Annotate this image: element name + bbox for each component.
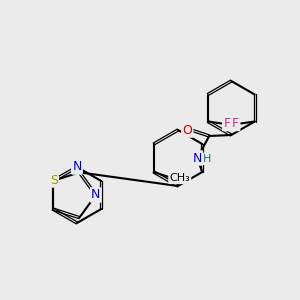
Text: N: N (193, 152, 202, 164)
Text: F: F (232, 117, 239, 130)
Text: N: N (91, 188, 101, 202)
Text: S: S (50, 173, 58, 187)
Text: CH₃: CH₃ (169, 173, 190, 183)
Text: N: N (72, 160, 82, 173)
Text: O: O (182, 124, 192, 136)
Text: H: H (203, 154, 212, 164)
Text: F: F (223, 117, 230, 130)
